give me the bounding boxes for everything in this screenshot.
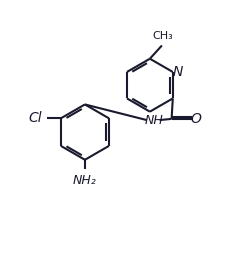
- Text: NH: NH: [144, 114, 163, 127]
- Text: NH₂: NH₂: [73, 174, 97, 187]
- Text: O: O: [191, 112, 202, 126]
- Text: Cl: Cl: [28, 111, 42, 125]
- Text: N: N: [173, 65, 183, 79]
- Text: CH₃: CH₃: [153, 31, 174, 41]
